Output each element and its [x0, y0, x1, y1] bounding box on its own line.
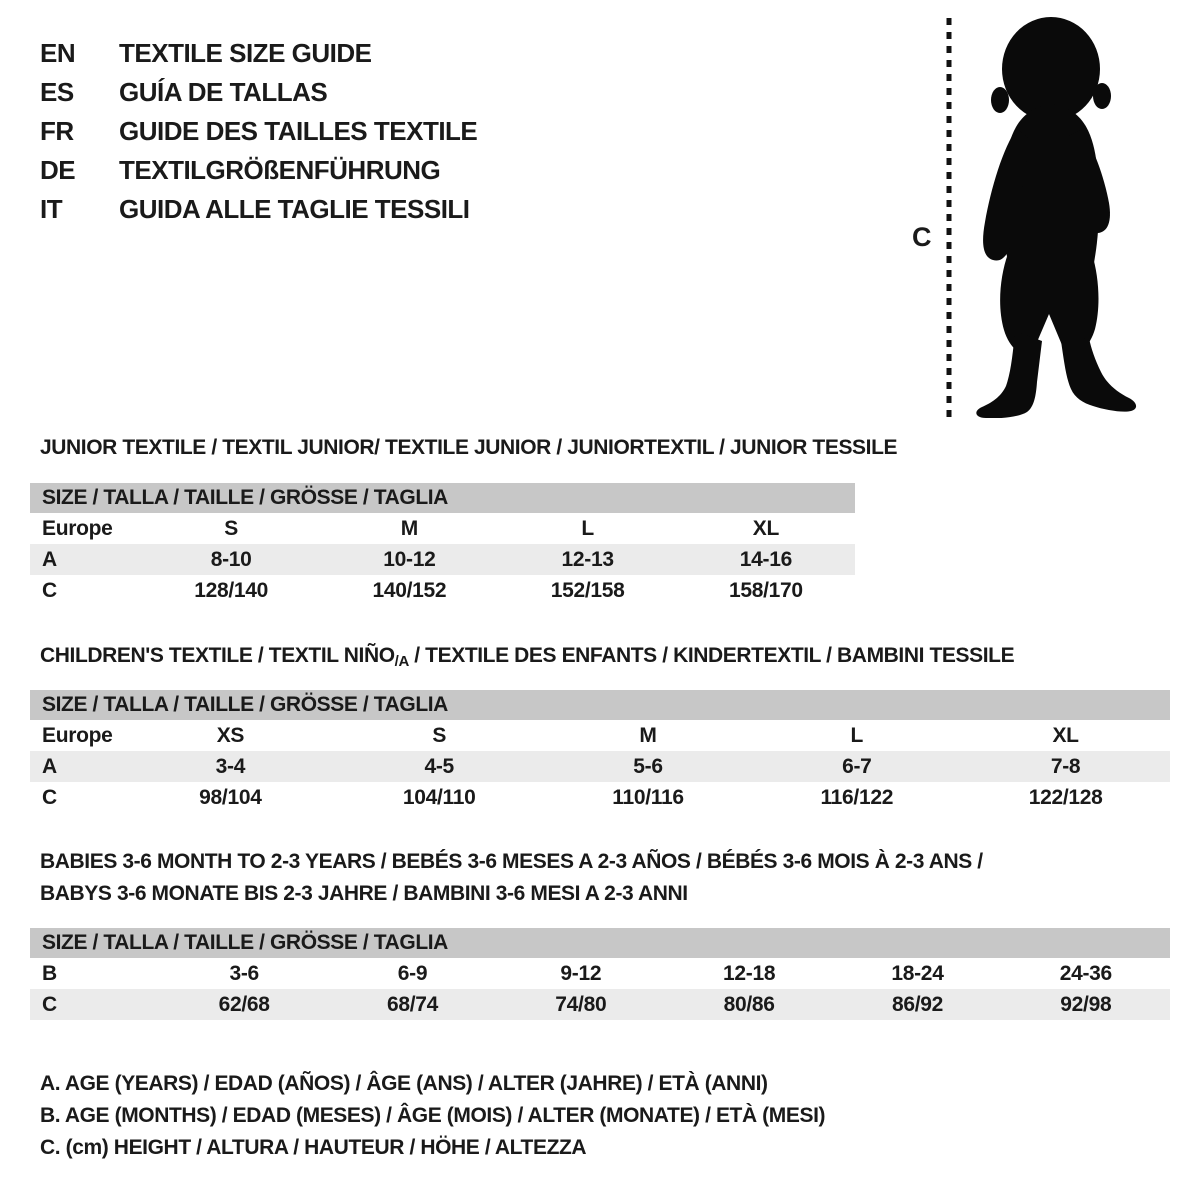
- size-cell: 128/140: [194, 578, 269, 602]
- row-label: C: [42, 785, 57, 809]
- size-cell: XS: [216, 723, 245, 747]
- language-row: ES GUÍA DE TALLAS: [40, 73, 477, 112]
- language-header: EN TEXTILE SIZE GUIDE ES GUÍA DE TALLAS …: [40, 34, 478, 229]
- table-row: A 3-4 4-5 5-6 6-7 7-8: [30, 751, 1170, 782]
- language-title: TEXTILE SIZE GUIDE: [119, 38, 372, 68]
- language-title: GUIDE DES TAILLES TEXTILE: [119, 116, 478, 146]
- size-cell: 68/74: [386, 992, 439, 1016]
- size-cell: 86/92: [891, 992, 943, 1016]
- language-code: EN: [40, 38, 76, 68]
- size-cell: 158/170: [728, 578, 803, 602]
- table-row: B 3-6 6-9 9-12 12-18 18-24 24-36: [30, 958, 1170, 989]
- size-cell: 7-8: [1050, 754, 1081, 778]
- size-cell: 140/152: [372, 578, 447, 602]
- language-code: FR: [40, 116, 74, 146]
- size-cell: 92/98: [1060, 992, 1112, 1016]
- row-label: A: [42, 754, 57, 778]
- language-row: DE TEXTILGRÖßENFÜHRUNG: [40, 151, 477, 190]
- size-cell: XL: [1052, 723, 1079, 747]
- size-cell: 6-7: [842, 754, 872, 778]
- size-cell: S: [432, 723, 447, 747]
- size-table-babies: SIZE / TALLA / TAILLE / GRÖSSE / TAGLIA …: [30, 928, 1170, 1020]
- table-row: C 98/104 104/110 110/116 116/122 122/128: [30, 782, 1170, 813]
- table-header-size: SIZE / TALLA / TAILLE / GRÖSSE / TAGLIA: [30, 690, 1170, 720]
- size-cell: 12-13: [561, 547, 615, 571]
- legend-line-b: B. AGE (MONTHS) / EDAD (MESES) / ÂGE (MO…: [40, 1104, 826, 1127]
- size-cell: 62/68: [218, 992, 270, 1016]
- size-cell: M: [639, 723, 657, 747]
- language-row: IT GUIDA ALLE TAGLIE TESSILI: [40, 190, 477, 229]
- size-cell: 3-6: [229, 961, 259, 985]
- size-cell: 4-5: [424, 754, 454, 778]
- size-cell: 104/110: [402, 785, 476, 809]
- size-cell: 122/128: [1028, 785, 1103, 809]
- table-row: Europe S M L XL: [30, 513, 855, 544]
- junior-size-grid: Europe S M L XL A 8-10 10-12 12-13 14-16…: [30, 513, 855, 606]
- size-cell: 6-9: [397, 961, 428, 985]
- row-label: C: [42, 578, 57, 602]
- toddler-silhouette-icon: [976, 17, 1137, 418]
- language-row: EN TEXTILE SIZE GUIDE: [40, 34, 477, 73]
- section-title-children: CHILDREN'S TEXTILE / TEXTIL NIÑO/A / TEX…: [40, 644, 1015, 670]
- language-code: IT: [40, 194, 63, 224]
- legend: A. AGE (YEARS) / EDAD (AÑOS) / ÂGE (ANS)…: [40, 1068, 826, 1164]
- size-table-junior: SIZE / TALLA / TAILLE / GRÖSSE / TAGLIA …: [30, 483, 855, 606]
- section-title-babies-line2: BABYS 3-6 MONATE BIS 2-3 JAHRE / BAMBINI…: [40, 882, 688, 905]
- legend-line-a: A. AGE (YEARS) / EDAD (AÑOS) / ÂGE (ANS)…: [40, 1072, 768, 1095]
- section-title-text: CHILDREN'S TEXTILE / TEXTIL NIÑO: [40, 644, 395, 667]
- row-label: C: [42, 992, 57, 1016]
- size-cell: 8-10: [210, 547, 252, 571]
- size-cell: 10-12: [383, 547, 436, 571]
- legend-line-c: C. (cm) HEIGHT / ALTURA / HAUTEUR / HÖHE…: [40, 1136, 587, 1159]
- children-size-grid: Europe XS S M L XL A 3-4 4-5 5-6 6-7 7-8…: [30, 720, 1170, 813]
- babies-size-grid: B 3-6 6-9 9-12 12-18 18-24 24-36 C 62/68…: [30, 958, 1170, 1020]
- size-cell: 116/122: [820, 785, 894, 809]
- size-cell: 98/104: [199, 785, 262, 809]
- size-table-children: SIZE / TALLA / TAILLE / GRÖSSE / TAGLIA …: [30, 690, 1170, 813]
- size-cell: M: [400, 516, 419, 540]
- row-label: B: [42, 961, 57, 985]
- size-cell: 9-12: [560, 961, 602, 985]
- language-title: TEXTILGRÖßENFÜHRUNG: [119, 155, 441, 185]
- size-cell: 5-6: [633, 754, 663, 778]
- size-cell: 3-4: [215, 754, 246, 778]
- language-code: DE: [40, 155, 76, 185]
- size-cell: S: [224, 516, 238, 540]
- table-row: A 8-10 10-12 12-13 14-16: [30, 544, 855, 575]
- height-measure-line-icon: [946, 18, 952, 418]
- size-cell: 152/158: [550, 578, 625, 602]
- size-cell: XL: [752, 516, 780, 540]
- section-title-text: / TEXTILE DES ENFANTS / KINDERTEXTIL / B…: [408, 644, 1015, 667]
- row-label: Europe: [42, 723, 113, 747]
- table-header-size: SIZE / TALLA / TAILLE / GRÖSSE / TAGLIA: [30, 483, 855, 513]
- row-label: Europe: [42, 516, 113, 540]
- size-cell: 18-24: [891, 961, 944, 985]
- height-measure-label: C: [912, 222, 932, 252]
- row-label: A: [42, 547, 57, 571]
- table-row: Europe XS S M L XL: [30, 720, 1170, 751]
- size-cell: L: [581, 516, 594, 540]
- language-code: ES: [40, 77, 74, 107]
- language-row: FR GUIDE DES TAILLES TEXTILE: [40, 112, 478, 151]
- language-title: GUÍA DE TALLAS: [119, 77, 328, 107]
- section-title-babies-line1: BABIES 3-6 MONTH TO 2-3 YEARS / BEBÉS 3-…: [40, 850, 983, 873]
- table-row: C 128/140 140/152 152/158 158/170: [30, 575, 855, 606]
- size-cell: 110/116: [612, 785, 684, 809]
- size-cell: 14-16: [739, 547, 793, 571]
- size-cell: 12-18: [723, 961, 776, 985]
- language-title: GUIDA ALLE TAGLIE TESSILI: [119, 194, 470, 224]
- size-cell: 80/86: [723, 992, 775, 1016]
- section-title-junior: JUNIOR TEXTILE / TEXTIL JUNIOR/ TEXTILE …: [40, 436, 898, 459]
- size-cell: 74/80: [555, 992, 607, 1016]
- size-cell: 24-36: [1059, 961, 1113, 985]
- size-cell: L: [850, 723, 864, 747]
- table-row: C 62/68 68/74 74/80 80/86 86/92 92/98: [30, 989, 1170, 1020]
- section-title-subscript: /A: [394, 653, 410, 670]
- table-header-size: SIZE / TALLA / TAILLE / GRÖSSE / TAGLIA: [30, 928, 1170, 958]
